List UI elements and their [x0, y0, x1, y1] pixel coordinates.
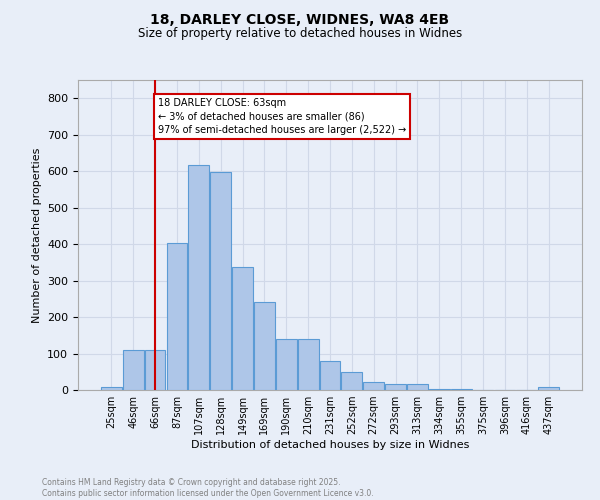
- Bar: [364, 382, 384, 390]
- Bar: [167, 242, 187, 390]
- Bar: [101, 388, 122, 390]
- Bar: [123, 350, 143, 390]
- Bar: [429, 388, 450, 390]
- X-axis label: Distribution of detached houses by size in Widnes: Distribution of detached houses by size …: [191, 440, 469, 450]
- Bar: [232, 268, 253, 390]
- Text: Contains HM Land Registry data © Crown copyright and database right 2025.
Contai: Contains HM Land Registry data © Crown c…: [42, 478, 374, 498]
- Text: 18, DARLEY CLOSE, WIDNES, WA8 4EB: 18, DARLEY CLOSE, WIDNES, WA8 4EB: [151, 12, 449, 26]
- Bar: [407, 384, 428, 390]
- Text: Size of property relative to detached houses in Widnes: Size of property relative to detached ho…: [138, 28, 462, 40]
- Bar: [254, 302, 275, 390]
- Bar: [210, 172, 231, 390]
- Text: 18 DARLEY CLOSE: 63sqm
← 3% of detached houses are smaller (86)
97% of semi-deta: 18 DARLEY CLOSE: 63sqm ← 3% of detached …: [158, 98, 407, 134]
- Bar: [298, 339, 319, 390]
- Bar: [320, 361, 340, 390]
- Bar: [145, 350, 166, 390]
- Y-axis label: Number of detached properties: Number of detached properties: [32, 148, 41, 322]
- Bar: [276, 339, 296, 390]
- Bar: [341, 372, 362, 390]
- Bar: [538, 388, 559, 390]
- Bar: [385, 384, 406, 390]
- Bar: [188, 165, 209, 390]
